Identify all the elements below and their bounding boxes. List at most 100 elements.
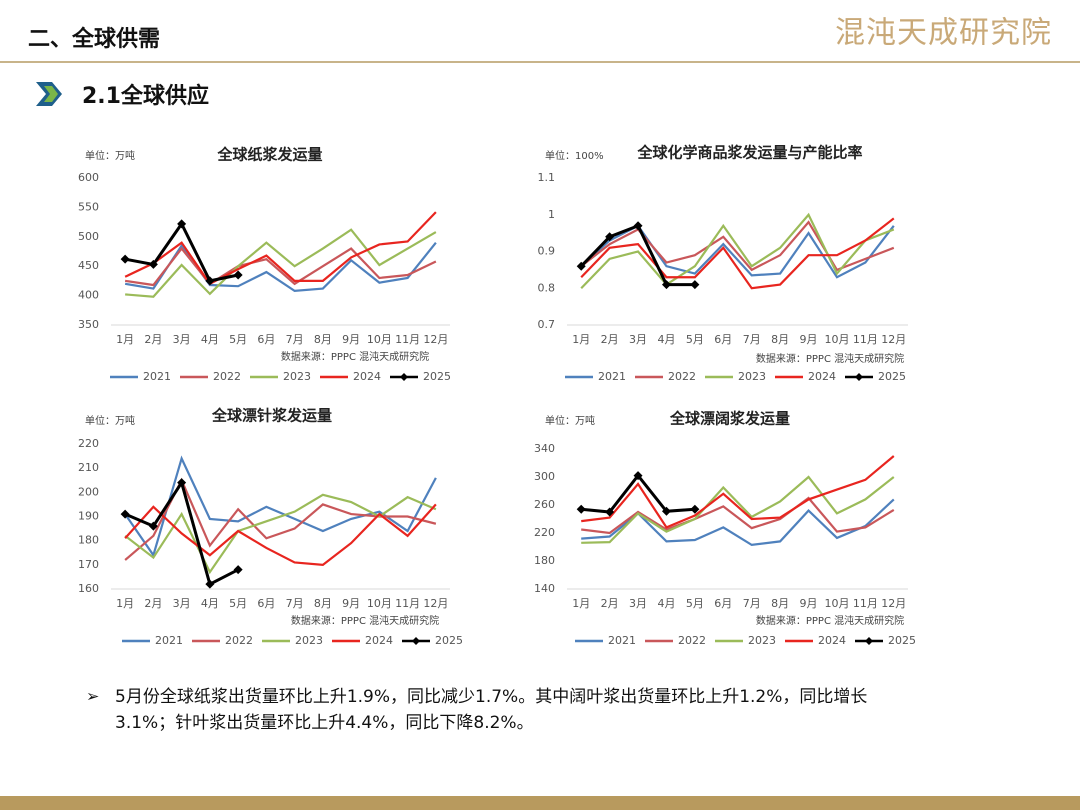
series-line xyxy=(124,246,437,287)
y-tick-label: 0.8 xyxy=(538,281,556,294)
unit-label: 单位：万吨 xyxy=(85,149,135,162)
y-tick-label: 140 xyxy=(534,582,555,595)
x-tick-label: 6月 xyxy=(257,597,275,610)
y-tick-label: 160 xyxy=(78,582,99,595)
chart-title: 全球漂针浆发运量 xyxy=(211,407,332,425)
series-line xyxy=(124,220,239,283)
x-tick-label: 9月 xyxy=(342,597,360,610)
unit-label: 单位：万吨 xyxy=(545,414,595,427)
series-line xyxy=(581,475,895,544)
x-tick-label: 3月 xyxy=(629,597,647,610)
legend-label: 2021 xyxy=(598,370,626,383)
chart-title: 全球漂阔浆发运量 xyxy=(669,410,790,428)
y-tick-label: 1.1 xyxy=(538,171,556,184)
legend-label: 2022 xyxy=(213,370,241,383)
y-tick-label: 450 xyxy=(78,259,99,272)
x-tick-label: 11月 xyxy=(853,333,878,346)
x-tick-label: 3月 xyxy=(173,597,191,610)
x-tick-label: 8月 xyxy=(771,333,789,346)
legend-label: 2025 xyxy=(878,370,906,383)
point-marker xyxy=(120,254,130,264)
bullet: ➢ xyxy=(86,687,99,706)
section-arrow-inner xyxy=(44,86,58,102)
x-tick-label: 10月 xyxy=(367,597,392,610)
source-label: 数据来源：PPPC 混沌天成研究院 xyxy=(756,614,904,627)
series-line xyxy=(124,503,437,566)
x-tick-label: 2月 xyxy=(144,597,162,610)
x-tick-label: 10月 xyxy=(367,333,392,346)
point-marker xyxy=(205,276,215,286)
y-tick-label: 0.7 xyxy=(538,318,556,331)
x-tick-label: 7月 xyxy=(286,333,304,346)
x-tick-label: 5月 xyxy=(686,333,704,346)
unit-label: 单位：100% xyxy=(545,149,604,162)
legend-label: 2021 xyxy=(155,634,183,647)
series-line xyxy=(580,223,695,287)
legend-label: 2025 xyxy=(423,370,451,383)
x-tick-label: 5月 xyxy=(229,597,247,610)
point-marker xyxy=(605,507,615,517)
x-tick-label: 2月 xyxy=(144,333,162,346)
legend-label: 2023 xyxy=(295,634,323,647)
legend-label: 2022 xyxy=(678,634,706,647)
x-tick-label: 9月 xyxy=(342,333,360,346)
x-tick-label: 12月 xyxy=(881,597,906,610)
series-line xyxy=(581,473,695,514)
chart-title: 全球化学商品浆发运量与产能比率 xyxy=(636,144,862,162)
y-tick-label: 0.9 xyxy=(538,245,556,258)
x-tick-label: 2月 xyxy=(601,333,619,346)
note-line: 5月份全球纸浆出货量环比上升1.9%，同比减少1.7%。其中阔叶浆出货量环比上升… xyxy=(115,687,867,707)
point-marker xyxy=(690,504,700,514)
x-tick-label: 4月 xyxy=(201,333,219,346)
x-tick-label: 1月 xyxy=(572,597,590,610)
x-tick-label: 8月 xyxy=(314,333,332,346)
source-label: 数据来源：PPPC 混沌天成研究院 xyxy=(281,350,429,363)
point-marker xyxy=(233,565,243,575)
point-marker xyxy=(661,506,671,516)
legend-label: 2023 xyxy=(748,634,776,647)
source-label: 数据来源：PPPC 混沌天成研究院 xyxy=(756,352,904,365)
point-marker xyxy=(633,471,643,481)
legend-label: 2023 xyxy=(283,370,311,383)
x-tick-label: 11月 xyxy=(395,597,420,610)
point-marker xyxy=(177,478,187,488)
x-tick-label: 11月 xyxy=(853,597,878,610)
y-tick-label: 500 xyxy=(78,230,99,243)
legend-label: 2024 xyxy=(808,370,836,383)
note-line: 3.1%；针叶浆出货量环比上升4.4%，同比下降8.2%。 xyxy=(115,713,534,733)
x-tick-label: 2月 xyxy=(601,597,619,610)
point-marker xyxy=(233,270,243,280)
y-tick-label: 190 xyxy=(78,510,99,523)
series-line xyxy=(124,241,437,293)
point-marker xyxy=(148,521,158,531)
x-tick-label: 4月 xyxy=(657,597,675,610)
point-marker xyxy=(690,280,700,290)
x-tick-label: 7月 xyxy=(743,597,761,610)
section-title: 2.1全球供应 xyxy=(82,83,209,109)
point-marker xyxy=(605,232,615,242)
y-tick-label: 1 xyxy=(548,208,555,221)
point-marker xyxy=(576,504,586,514)
x-tick-label: 7月 xyxy=(743,333,761,346)
legend-marker xyxy=(855,373,863,381)
x-tick-label: 8月 xyxy=(314,597,332,610)
legend-label: 2021 xyxy=(608,634,636,647)
x-tick-label: 3月 xyxy=(629,333,647,346)
legend-label: 2024 xyxy=(818,634,846,647)
legend-label: 2021 xyxy=(143,370,171,383)
x-tick-label: 1月 xyxy=(572,333,590,346)
legend-marker xyxy=(865,637,873,645)
point-marker xyxy=(148,259,158,269)
x-tick-label: 8月 xyxy=(771,597,789,610)
x-tick-label: 1月 xyxy=(116,333,134,346)
point-marker xyxy=(177,219,187,229)
x-tick-label: 12月 xyxy=(423,333,448,346)
y-tick-label: 350 xyxy=(78,318,99,331)
x-tick-label: 4月 xyxy=(657,333,675,346)
legend-marker xyxy=(400,373,408,381)
x-tick-label: 10月 xyxy=(824,333,849,346)
point-marker xyxy=(205,579,215,589)
legend-label: 2025 xyxy=(888,634,916,647)
point-marker xyxy=(661,280,671,290)
